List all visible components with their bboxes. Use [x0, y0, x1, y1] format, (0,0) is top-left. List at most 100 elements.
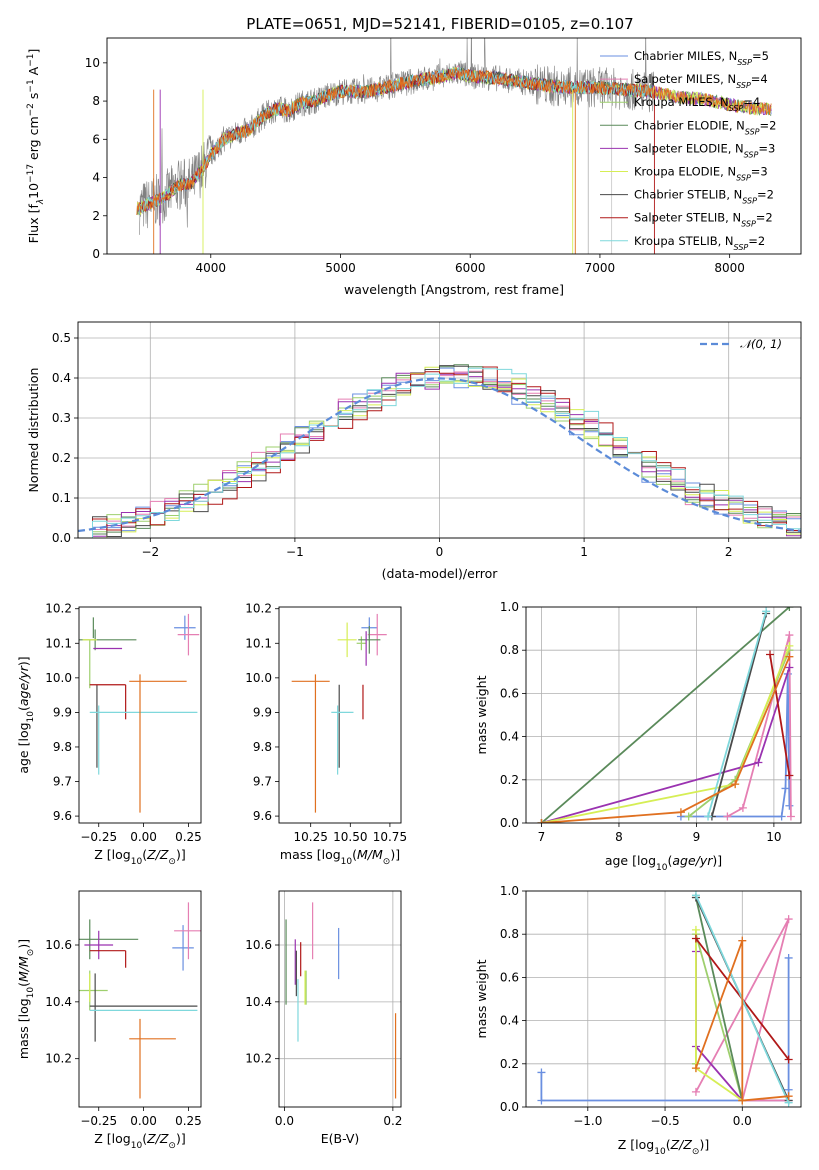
- label-part: log: [637, 853, 656, 868]
- label-part: 10: [131, 1141, 143, 1151]
- legend-subscript: SSP: [745, 127, 760, 136]
- model-spectrum-line: [139, 66, 652, 215]
- y-tick-label: 0.4: [500, 730, 519, 744]
- label-part: (: [352, 847, 357, 862]
- legend-series-name: Salpeter ELODIE, N: [634, 141, 744, 155]
- y-tick-label: 0.5: [52, 331, 71, 345]
- weight-series-line: [688, 649, 791, 818]
- label-part: )]: [390, 847, 400, 862]
- x-tick-label: 0.25: [175, 830, 202, 844]
- plot-area: [537, 891, 793, 1107]
- y-tick-label: 0.4: [52, 371, 71, 385]
- label-part: (: [142, 847, 147, 862]
- x-tick-label: −1: [286, 545, 304, 559]
- legend-count: =2: [760, 118, 777, 132]
- weight-series-marker: [738, 1096, 747, 1105]
- x-tick-label: 10.50: [333, 830, 367, 844]
- y-tick-label: 9.7: [53, 775, 72, 789]
- x-tick-label: 10.75: [373, 830, 407, 844]
- y-tick-label: 10.0: [245, 671, 272, 685]
- y-axis-label: mass weight: [474, 959, 489, 1038]
- weight-series-marker: [784, 1092, 793, 1101]
- weight-series-marker: [676, 808, 685, 817]
- x-tick-label: 0.00: [130, 1114, 157, 1128]
- label-part: age [: [16, 742, 31, 774]
- mass-vs-extinction-panel: 0.0 0.2 10.2 10.4 10.6 E(B-V): [245, 890, 402, 1146]
- x-tick-label: 8: [615, 830, 623, 844]
- label-part: −17: [26, 164, 36, 183]
- label-part: ⊙: [168, 857, 176, 867]
- y-tick-label: 0.2: [500, 1057, 519, 1071]
- label-part: ⊙: [168, 1141, 176, 1151]
- label-part: )]: [176, 847, 186, 862]
- legend-subscript: SSP: [736, 173, 751, 182]
- weight-series-marker: [731, 780, 740, 789]
- x-axis-label: Z [log10(Z/Z⊙)]: [94, 1131, 185, 1151]
- legend-label: Kroupa STELIB, NSSP=2: [634, 234, 765, 252]
- label-part: 10: [341, 857, 353, 867]
- label-part: (: [16, 982, 31, 987]
- y-tick-label: 10.4: [45, 995, 72, 1009]
- label-part: E(B-V): [321, 1131, 360, 1146]
- x-tick-label: −0.5: [650, 1114, 679, 1128]
- y-tick-label: 0.6: [500, 686, 519, 700]
- weight-series-marker: [785, 771, 794, 780]
- label-part: )]: [16, 656, 31, 666]
- weight-series-marker: [785, 652, 794, 661]
- weight-series-marker: [781, 784, 790, 793]
- x-tick-label: −1.0: [573, 1114, 602, 1128]
- weight-series-marker: [762, 607, 771, 616]
- legend-label: Chabrier MILES, NSSP=5: [634, 49, 769, 67]
- legend-count: =2: [757, 188, 774, 202]
- weight-series-marker: [691, 1064, 700, 1073]
- y-tick-label: 9.8: [253, 740, 272, 754]
- weight-series-marker: [738, 936, 747, 945]
- label-part: mass weight: [474, 675, 489, 754]
- label-part: log: [112, 1131, 131, 1146]
- x-axis-label: Z [log10(Z/Z⊙)]: [618, 1137, 709, 1157]
- weight-series-marker: [777, 812, 786, 821]
- label-part: )]: [699, 1137, 709, 1152]
- model-spectrum-line: [136, 67, 772, 215]
- y-tick-label: 10.2: [245, 602, 272, 616]
- weight-series-marker: [537, 1068, 546, 1077]
- label-part: A: [26, 66, 41, 79]
- x-axis-label: wavelength [Angstrom, rest frame]: [344, 282, 564, 297]
- weight-series-marker: [766, 650, 775, 659]
- axes-frame: [106, 37, 802, 255]
- axes-frame: [78, 606, 202, 824]
- residual-histogram-panel: −2 −1 0 1 2 0.0 0.1 0.2 0.3 0.4 0.5 𝒩(0, 1) (data-mo…: [26, 321, 802, 581]
- y-tick-label: 10.1: [45, 636, 72, 650]
- x-tick-label: 0.0: [733, 1114, 752, 1128]
- y-tick-label: 0.0: [500, 816, 519, 830]
- label-part: mass [: [280, 847, 322, 862]
- x-tick-label: 0: [436, 545, 444, 559]
- label-part: 10: [656, 863, 668, 873]
- y-tick-label: 10.0: [45, 671, 72, 685]
- legend-count: =4: [743, 95, 760, 109]
- legend-subscript: SSP: [736, 81, 751, 90]
- legend-subscript: SSP: [744, 150, 759, 159]
- weight-series-line: [769, 654, 791, 776]
- x-axis-label: E(B-V): [321, 1131, 360, 1146]
- label-part: λ: [36, 199, 46, 205]
- y-tick-label: 0.3: [52, 411, 71, 425]
- weight-series-marker: [785, 631, 794, 640]
- legend-label: Salpeter MILES, NSSP=4: [634, 72, 768, 90]
- legend-subscript: SSP: [729, 104, 744, 113]
- legend-series-name: Kroupa ELODIE, N: [634, 165, 736, 179]
- x-axis-label: mass [log10(M/M⊙)]: [280, 847, 400, 867]
- x-tick-label: 4000: [196, 261, 227, 275]
- y-tick-label: 0: [92, 247, 100, 261]
- weight-series-line: [707, 611, 767, 817]
- weight-series-line: [695, 897, 744, 1101]
- legend-label: 𝒩(0, 1): [740, 337, 782, 351]
- label-part: ⊙: [383, 857, 391, 867]
- label-part: 10: [26, 711, 36, 723]
- weight-series-marker: [691, 891, 700, 900]
- y-tick-label: 0.2: [500, 773, 519, 787]
- y-tick-label: 10.4: [245, 995, 272, 1009]
- label-part: M/M: [16, 956, 31, 982]
- weight-series-marker: [784, 1055, 793, 1064]
